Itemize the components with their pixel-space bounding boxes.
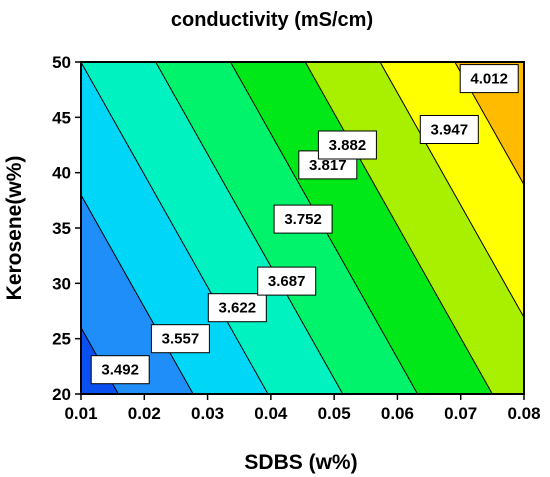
x-tick-label-0.04: 0.04: [254, 404, 288, 423]
y-tick-label-45: 45: [52, 108, 71, 127]
svg-text:3.817: 3.817: [309, 157, 347, 174]
y-tick-label-35: 35: [52, 219, 71, 238]
contour-label-3.492: 3.492: [90, 355, 150, 385]
contour-line-3.687: [155, 62, 344, 394]
x-tick-label-0.02: 0.02: [128, 404, 161, 423]
contour-line-3.817: [304, 62, 493, 394]
x-tick-label-0.07: 0.07: [444, 404, 477, 423]
contour-label-3.622: 3.622: [207, 293, 267, 323]
axis-ticks: 0.01 0.02 0.03 0.04 0.05 0.06 0.07 0.08 20 25 30 35…: [52, 53, 540, 423]
contour-label-3.882: 3.882: [317, 130, 377, 160]
svg-text:3.492: 3.492: [101, 362, 139, 379]
contour-label-4.012: 4.012: [459, 64, 519, 94]
svg-text:3.622: 3.622: [219, 300, 257, 317]
y-tick-label-25: 25: [52, 330, 71, 349]
chart-title: conductivity (mS/cm): [171, 9, 373, 31]
contour-label-3.557: 3.557: [150, 324, 210, 354]
x-tick-label-0.03: 0.03: [191, 404, 224, 423]
x-tick-label-0.08: 0.08: [507, 404, 540, 423]
y-tick-label-20: 20: [52, 385, 71, 404]
svg-text:3.882: 3.882: [329, 137, 367, 154]
svg-text:3.687: 3.687: [268, 273, 306, 290]
contour-label-3.947: 3.947: [419, 115, 479, 144]
contour-line-3.882: [379, 62, 524, 318]
contour-line-3.557: [81, 194, 194, 394]
contour-labels: 3.492 3.557 3.622 3.687 3.752 3.817 3.882 3.947…: [90, 64, 519, 385]
x-tick-label-0.06: 0.06: [381, 404, 414, 423]
x-tick-label-0.01: 0.01: [64, 404, 97, 423]
y-tick-label-50: 50: [52, 53, 71, 72]
contour-label-3.687: 3.687: [257, 266, 317, 296]
contour-line-3.622: [81, 62, 269, 394]
svg-text:4.012: 4.012: [470, 71, 508, 88]
y-tick-label-40: 40: [52, 164, 71, 183]
svg-text:3.947: 3.947: [431, 122, 469, 139]
y-axis-label: Kerosene(w%): [3, 156, 26, 301]
svg-text:3.557: 3.557: [162, 331, 200, 348]
y-tick-label-30: 30: [52, 274, 71, 293]
x-tick-label-0.05: 0.05: [318, 404, 351, 423]
svg-text:3.752: 3.752: [284, 211, 322, 228]
contour-label-3.752: 3.752: [273, 204, 333, 234]
x-axis-label: SDBS (w%): [244, 451, 357, 474]
